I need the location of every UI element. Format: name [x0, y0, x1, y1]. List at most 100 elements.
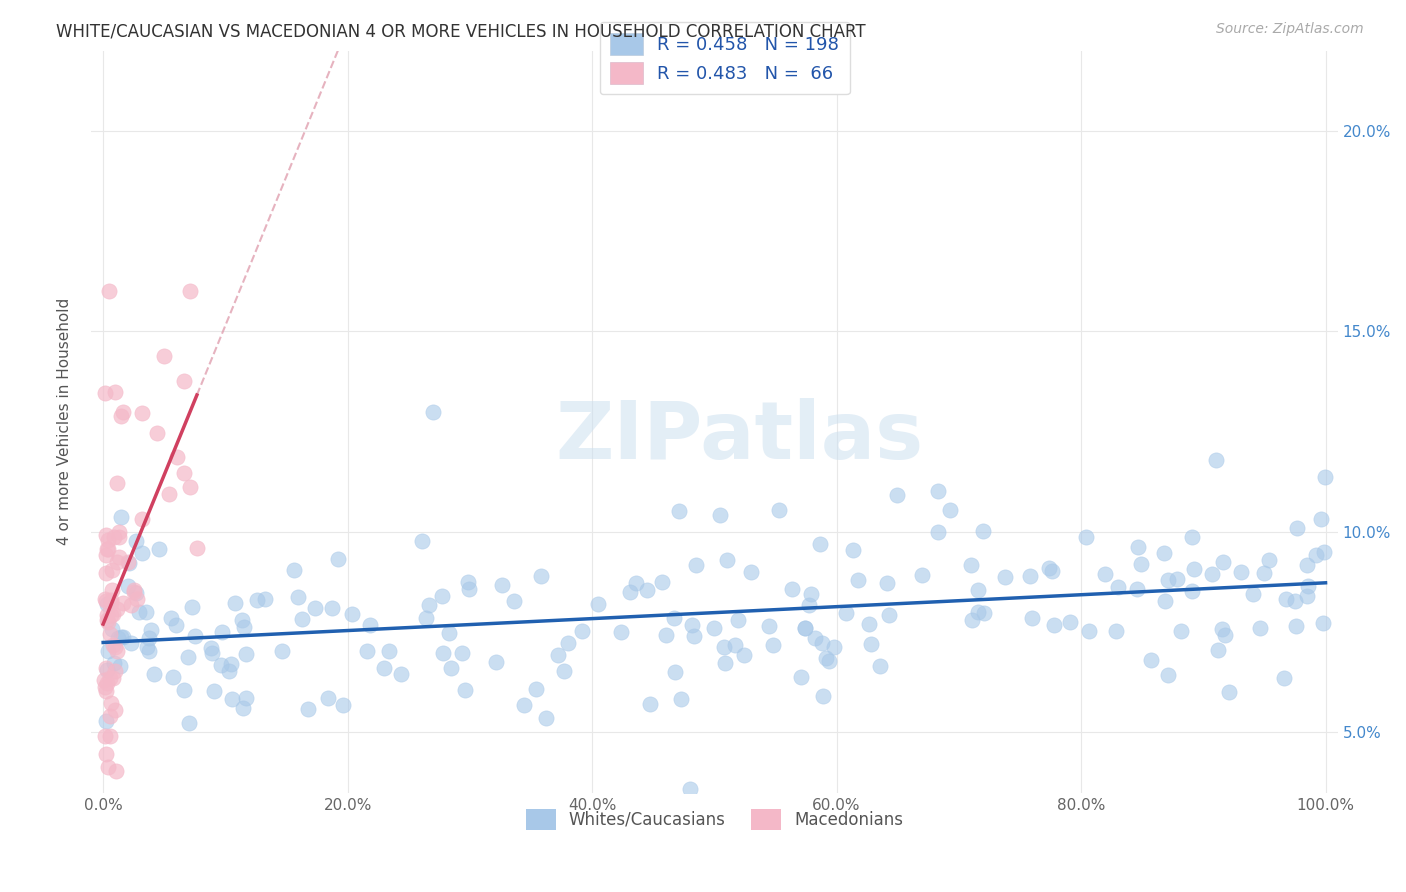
Point — [98, 285, 121, 299]
Point — [1153, 546, 1175, 560]
Point — [118, 556, 141, 570]
Point — [108, 549, 131, 564]
Point — [110, 510, 132, 524]
Point — [104, 384, 127, 399]
Point — [287, 590, 309, 604]
Point — [818, 654, 841, 668]
Point — [789, 670, 811, 684]
Point — [799, 598, 821, 612]
Point — [160, 610, 183, 624]
Point — [125, 534, 148, 549]
Point — [411, 534, 433, 549]
Point — [157, 487, 180, 501]
Point — [762, 638, 785, 652]
Point — [780, 582, 803, 596]
Point — [104, 640, 127, 654]
Point — [97, 533, 120, 547]
Point — [165, 618, 187, 632]
Point — [869, 659, 891, 673]
Point — [100, 607, 122, 622]
Point — [814, 650, 837, 665]
Point — [610, 625, 633, 640]
Point — [619, 584, 641, 599]
Point — [96, 597, 118, 611]
Point — [94, 661, 117, 675]
Point — [224, 596, 246, 610]
Text: ZIPatlas: ZIPatlas — [555, 398, 924, 475]
Point — [681, 618, 703, 632]
Point — [794, 621, 817, 635]
Point — [111, 405, 134, 419]
Point — [332, 698, 354, 712]
Point — [117, 579, 139, 593]
Point — [218, 664, 240, 678]
Point — [911, 567, 934, 582]
Point — [1182, 562, 1205, 576]
Point — [709, 508, 731, 522]
Point — [105, 475, 128, 490]
Point — [682, 629, 704, 643]
Point — [1038, 560, 1060, 574]
Point — [794, 621, 817, 635]
Point — [842, 542, 865, 557]
Point — [117, 555, 139, 569]
Point — [513, 698, 536, 712]
Point — [973, 607, 995, 621]
Point — [1157, 573, 1180, 587]
Point — [1157, 668, 1180, 682]
Point — [557, 636, 579, 650]
Point — [422, 404, 444, 418]
Point — [1212, 555, 1234, 569]
Point — [430, 589, 453, 603]
Point — [201, 646, 224, 660]
Point — [112, 630, 135, 644]
Point — [1275, 592, 1298, 607]
Point — [122, 582, 145, 597]
Point — [415, 611, 437, 625]
Point — [96, 663, 118, 677]
Point — [94, 729, 117, 743]
Point — [1181, 530, 1204, 544]
Point — [432, 646, 454, 660]
Point — [153, 349, 176, 363]
Point — [211, 624, 233, 639]
Point — [664, 665, 686, 680]
Point — [173, 683, 195, 698]
Point — [1077, 624, 1099, 639]
Point — [846, 574, 869, 588]
Point — [202, 683, 225, 698]
Point — [685, 558, 707, 572]
Point — [94, 594, 117, 608]
Point — [94, 684, 117, 698]
Point — [1208, 642, 1230, 657]
Point — [181, 600, 204, 615]
Point — [135, 640, 157, 655]
Point — [1019, 569, 1042, 583]
Point — [668, 504, 690, 518]
Point — [138, 644, 160, 658]
Point — [713, 656, 735, 670]
Point — [173, 374, 195, 388]
Point — [162, 670, 184, 684]
Point — [1286, 521, 1309, 535]
Point — [571, 624, 593, 638]
Point — [326, 552, 349, 566]
Point — [186, 541, 208, 556]
Point — [110, 630, 132, 644]
Point — [588, 597, 610, 611]
Point — [1153, 593, 1175, 607]
Point — [418, 598, 440, 612]
Point — [811, 689, 834, 703]
Point — [939, 502, 962, 516]
Point — [97, 644, 120, 658]
Point — [457, 574, 479, 589]
Point — [271, 643, 294, 657]
Point — [179, 285, 201, 299]
Point — [235, 648, 257, 662]
Point — [740, 566, 762, 580]
Point — [141, 624, 163, 638]
Point — [547, 648, 569, 662]
Point — [727, 613, 749, 627]
Point — [297, 702, 319, 716]
Point — [835, 606, 858, 620]
